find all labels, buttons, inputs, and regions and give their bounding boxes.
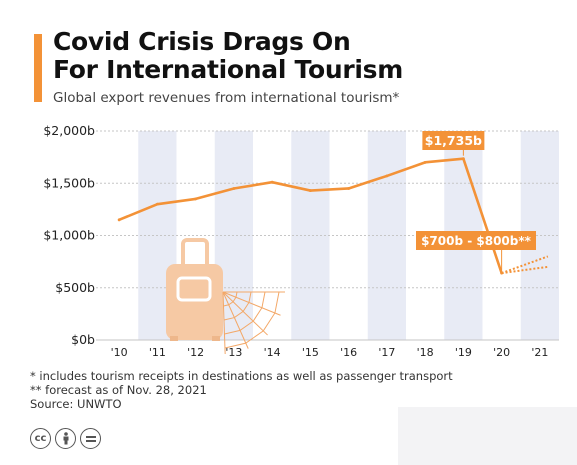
forecast-label: $700b - $800b** [421,234,532,248]
x-tick-label: '18 [417,346,434,359]
footnote-forecast: ** forecast as of Nov. 28, 2021 [30,383,207,397]
data-point [308,189,312,192]
data-point [461,157,465,161]
x-tick-label: '12 [187,346,204,359]
x-tick-label: '14 [264,346,281,359]
forecast-label-box [416,231,536,250]
data-point [347,187,351,190]
peak-label: $1,735b [425,133,482,148]
no-derivatives-icon [80,428,101,449]
cobweb-icon [222,291,285,354]
forecast-high-line [501,255,549,275]
data-point [194,197,198,201]
y-tick-label: $500b [55,280,95,295]
peak-label-box [422,131,485,150]
x-tick-label: '20 [493,346,510,359]
column-band [367,131,406,340]
y-tick-label: $2,000b [43,123,95,138]
attribution-icon [55,428,76,449]
x-tick-label: '16 [340,346,357,359]
chart-title-line-2: For International Tourism [53,55,403,84]
x-tick-label: '10 [111,346,128,359]
y-tick-label: $1,500b [43,175,95,190]
line-chart: $0b $500b $1,000b $1,500b $2,000b '10 '11 '12 '1… [43,123,559,359]
y-tick-label: $1,000b [43,228,95,243]
cc-icon: cc [30,428,51,449]
chart-title: Covid Crisis Drags On For International … [53,28,403,84]
chart-subtitle: Global export revenues from internationa… [53,90,400,106]
x-tick-label: '13 [225,346,242,359]
data-point [423,160,427,164]
x-tick-label: '15 [302,346,319,359]
chart-title-line-1: Covid Crisis Drags On [53,27,351,56]
data-point [270,180,274,184]
x-tick-label: '21 [531,346,548,359]
data-point [155,202,159,206]
data-point [385,174,389,178]
title-accent-bar [34,34,42,102]
data-point [232,187,236,190]
data-point [117,218,121,222]
x-tick-label: '11 [149,346,166,359]
footnotes: * includes tourism receipts in destinati… [30,369,453,411]
suitcase-icon [166,238,223,341]
footnote-receipts: * includes tourism receipts in destinati… [30,369,453,383]
x-tick-label: '19 [455,346,472,359]
y-tick-label: $0b [71,332,95,347]
x-tick-label: '17 [378,346,395,359]
license-icons: cc [30,428,101,449]
corner-block [398,407,577,465]
source-note: Source: UNWTO [30,397,122,411]
